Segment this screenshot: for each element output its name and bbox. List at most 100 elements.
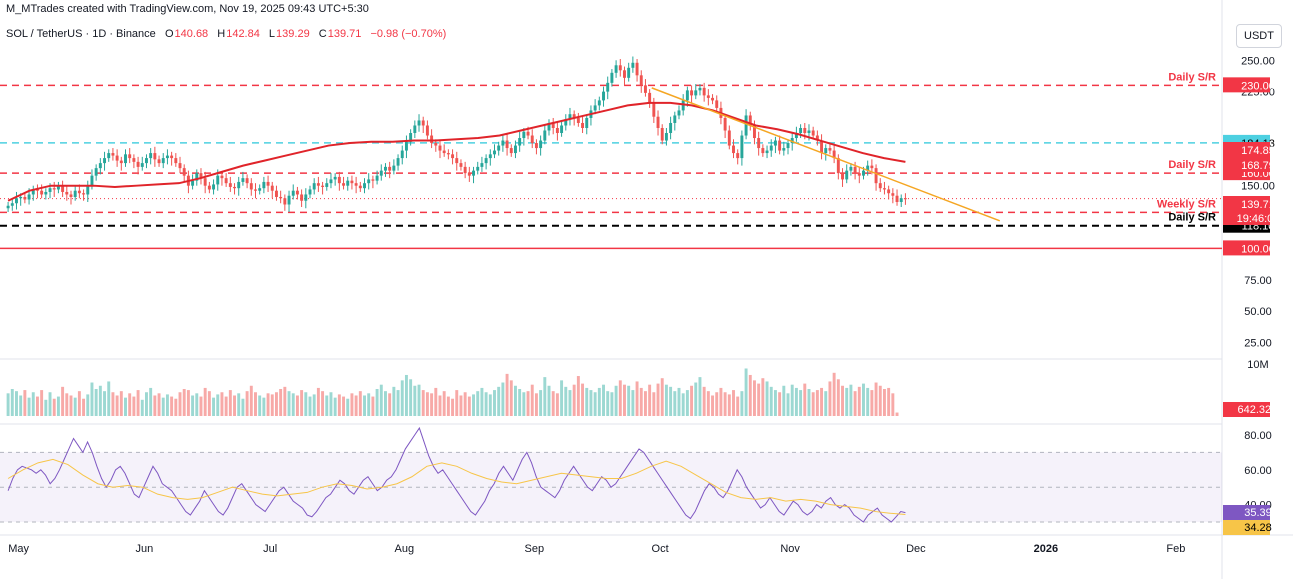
candle-body bbox=[384, 166, 387, 171]
candle-body bbox=[706, 95, 710, 98]
candle-body bbox=[551, 122, 555, 128]
volume-bar bbox=[304, 392, 308, 416]
volume-bar bbox=[333, 397, 337, 416]
volume-bar bbox=[757, 383, 761, 416]
volume-bar bbox=[274, 392, 278, 416]
volume-last-value: 642.32K bbox=[1238, 404, 1280, 416]
ohlc-high: 142.84 bbox=[226, 28, 260, 40]
candle-body bbox=[153, 153, 157, 160]
volume-bar bbox=[589, 390, 593, 416]
candle-body bbox=[191, 180, 195, 186]
candle-body bbox=[31, 189, 35, 195]
candle-body bbox=[623, 70, 626, 78]
candle-body bbox=[442, 150, 446, 154]
volume-bar bbox=[379, 384, 383, 416]
candle-body bbox=[635, 62, 639, 76]
volume-bar bbox=[157, 393, 161, 416]
candle-body bbox=[19, 196, 23, 199]
x-tick-label: Jul bbox=[263, 543, 277, 555]
candle-body bbox=[446, 153, 450, 155]
volume-bar bbox=[581, 383, 585, 416]
volume-bar bbox=[807, 389, 811, 416]
volume-bar bbox=[329, 392, 333, 416]
volume-bar bbox=[753, 380, 756, 416]
volume-bar bbox=[350, 393, 354, 416]
volume-bar bbox=[790, 384, 794, 416]
candle-body bbox=[681, 100, 685, 111]
volume-bar bbox=[857, 386, 861, 416]
volume-bar bbox=[690, 385, 694, 416]
candle-body bbox=[702, 87, 706, 96]
candle-body bbox=[283, 198, 287, 205]
volume-bar bbox=[623, 384, 626, 416]
candle-body bbox=[44, 191, 48, 195]
volume-bar bbox=[262, 397, 266, 416]
candle-body bbox=[35, 189, 39, 191]
rsi-value: 35.39 bbox=[1244, 507, 1272, 519]
volume-bar bbox=[555, 393, 559, 416]
volume-bar bbox=[413, 385, 417, 416]
volume-bar bbox=[220, 392, 224, 416]
sr-level-value: 100.00 bbox=[1241, 243, 1275, 255]
candle-body bbox=[245, 178, 249, 184]
volume-bar bbox=[786, 393, 790, 416]
volume-bar bbox=[564, 386, 568, 416]
volume-bar bbox=[195, 393, 199, 416]
candle-body bbox=[773, 140, 777, 146]
candle-body bbox=[631, 62, 635, 68]
currency-button[interactable]: USDT bbox=[1236, 24, 1282, 48]
candle-body bbox=[497, 145, 501, 151]
volume-bar bbox=[342, 396, 346, 416]
volume-bar bbox=[241, 398, 245, 416]
candle-body bbox=[241, 178, 245, 182]
volume-bar bbox=[652, 392, 656, 416]
volume-bar bbox=[178, 392, 182, 416]
volume-bar bbox=[153, 395, 157, 416]
volume-bar bbox=[518, 389, 522, 416]
candle-body bbox=[119, 160, 123, 164]
candle-body bbox=[857, 173, 861, 176]
volume-max-label: 10M bbox=[1247, 359, 1268, 371]
ohlc-open-key: O bbox=[164, 28, 174, 40]
volume-bar bbox=[849, 384, 853, 416]
rsi-tick-label: 60.00 bbox=[1244, 465, 1272, 477]
volume-bar bbox=[182, 389, 186, 416]
candle-body bbox=[312, 183, 316, 190]
candle-body bbox=[753, 125, 756, 139]
volume-bar bbox=[325, 395, 329, 416]
volume-bar bbox=[115, 395, 119, 416]
candle-body bbox=[736, 153, 740, 159]
ohlc-change: −0.98 (−0.70%) bbox=[370, 28, 447, 40]
volume-bar bbox=[706, 391, 710, 416]
volume-bar bbox=[845, 387, 849, 416]
candle-body bbox=[413, 125, 417, 134]
candle-body bbox=[627, 67, 631, 78]
candle-body bbox=[161, 158, 165, 164]
candle-body bbox=[870, 165, 874, 169]
volume-bar bbox=[656, 383, 660, 416]
candle-body bbox=[643, 85, 647, 93]
candle-body bbox=[358, 185, 362, 189]
candle-body bbox=[295, 190, 299, 195]
symbol-label[interactable]: SOL / TetherUS · 1D · Binance bbox=[6, 28, 156, 40]
candle-body bbox=[27, 194, 31, 200]
volume-bar bbox=[694, 382, 698, 416]
x-tick-label: Sep bbox=[525, 543, 545, 555]
candle-body bbox=[216, 175, 220, 185]
volume-bar bbox=[199, 396, 203, 416]
volume-bar bbox=[90, 382, 94, 416]
candle-body bbox=[564, 119, 568, 126]
volume-bar bbox=[878, 385, 882, 416]
volume-bar bbox=[358, 391, 362, 416]
candle-body bbox=[685, 90, 689, 101]
volume-bar bbox=[61, 386, 65, 416]
price-badge-value: 168.79 bbox=[1241, 160, 1275, 172]
candle-body bbox=[723, 117, 727, 131]
candle-body bbox=[488, 154, 492, 159]
candle-body bbox=[103, 158, 107, 164]
volume-bar bbox=[715, 392, 719, 416]
candle-body bbox=[493, 150, 496, 155]
candle-body bbox=[757, 138, 761, 149]
trendline bbox=[651, 87, 1001, 222]
